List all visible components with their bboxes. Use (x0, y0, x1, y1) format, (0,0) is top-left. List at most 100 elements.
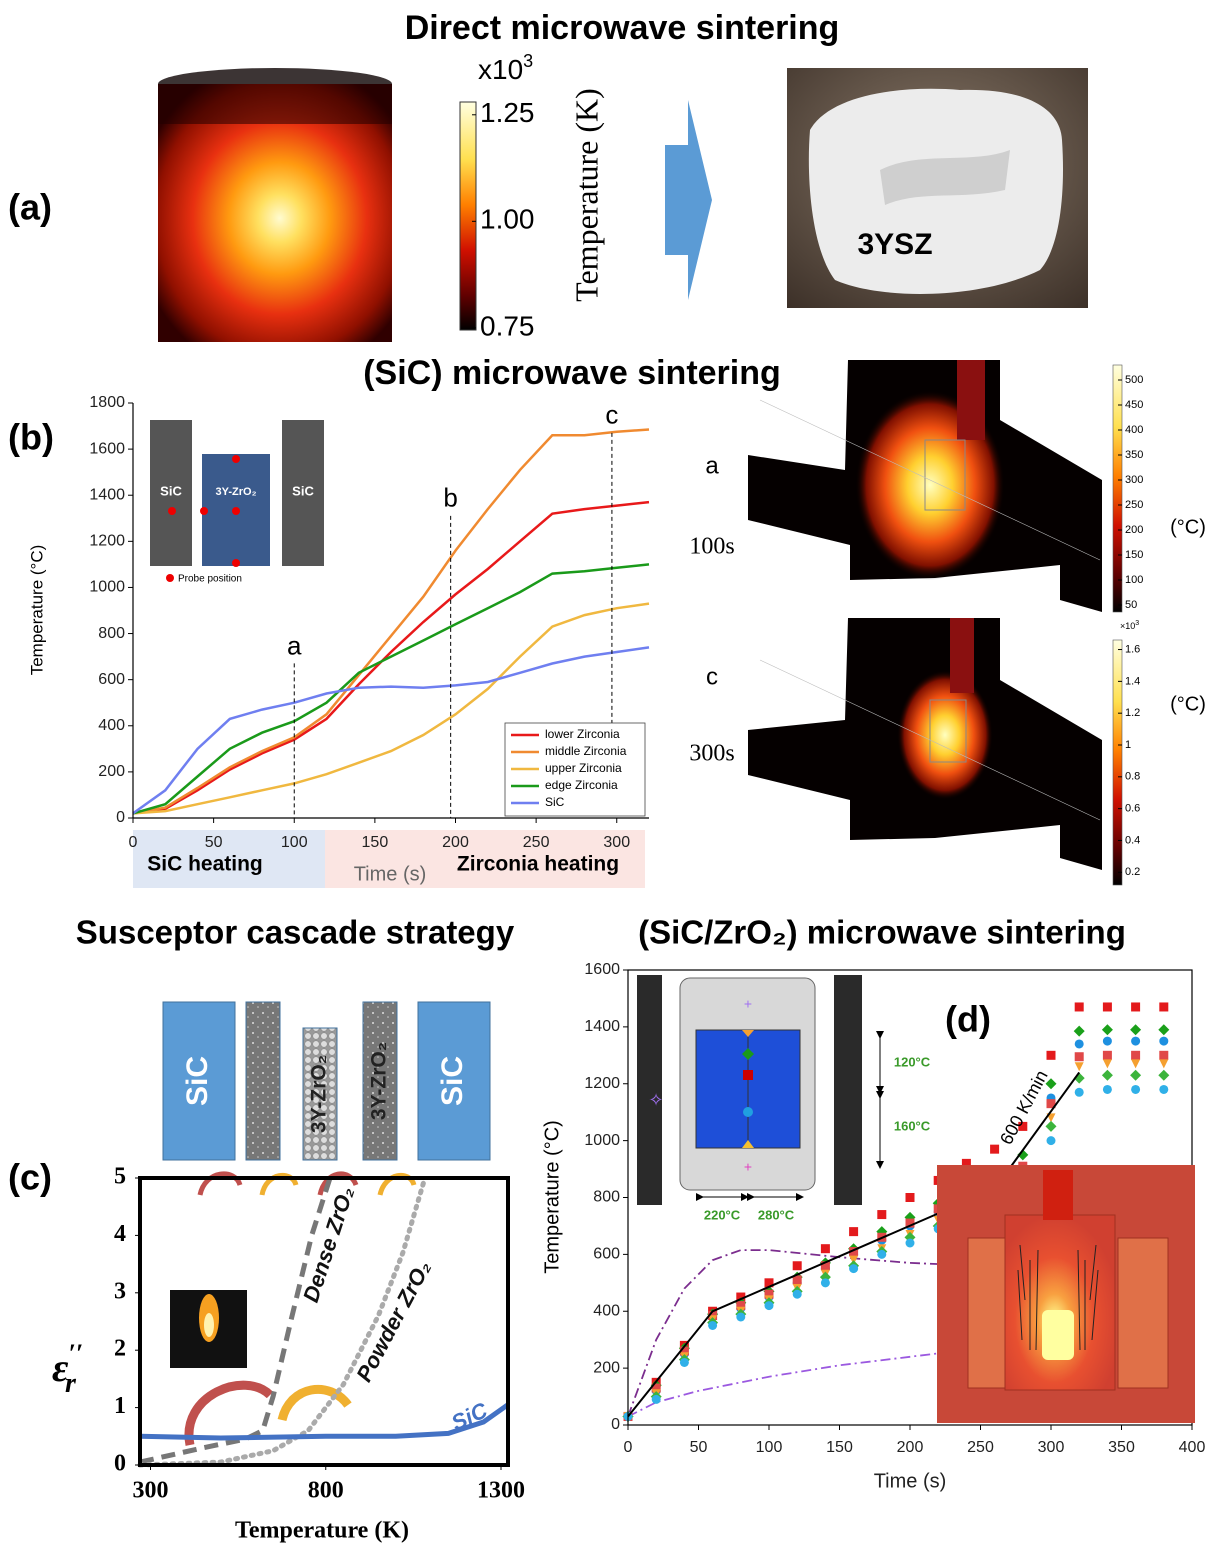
colorbar-tick-label: 1.2 (1125, 707, 1140, 719)
block-powder (302, 1027, 338, 1161)
marker (1046, 1136, 1056, 1146)
inset-sic (637, 975, 662, 1205)
series-line (627, 1071, 1081, 1418)
title: (SiC) microwave sintering (363, 354, 781, 392)
x-tick-label: 150 (826, 1439, 853, 1456)
y-axis-label: Temperature (°C) (541, 1120, 563, 1274)
probe-icon: + (744, 1159, 752, 1175)
inset-label: 3Y-ZrO₂ (216, 486, 257, 498)
phase-label: SiC heating (147, 853, 263, 876)
simulation-a (748, 360, 1102, 612)
marker (651, 1383, 661, 1393)
y-axis-label: Temperature (°C) (27, 545, 46, 676)
probe-icon: + (744, 996, 752, 1012)
title: Direct microwave sintering (405, 9, 840, 47)
title: (SiC/ZrO₂) microwave sintering (638, 914, 1126, 951)
title: Susceptor cascade strategy (76, 914, 515, 951)
y-tick-label: 0 (116, 809, 125, 826)
sim-time: 300s (689, 741, 734, 767)
sim-letter: a (705, 452, 719, 479)
panel-label: (b) (8, 417, 54, 458)
panel-label: (d) (945, 999, 991, 1040)
marker (1159, 1084, 1169, 1094)
marker (961, 1158, 971, 1168)
annotation-label: b (443, 483, 457, 513)
flow-arrows (1017, 1244, 1099, 1351)
probe-dot (232, 455, 240, 463)
annotation-label: c (605, 400, 618, 430)
inset-label: 220°C (704, 1207, 741, 1222)
x-tick-label: 100 (281, 834, 308, 851)
inset-label: SiC (292, 483, 314, 498)
sim-unit: (°C) (1170, 516, 1206, 538)
y-tick-label: 800 (98, 625, 125, 642)
multiplier: x10 (478, 54, 523, 85)
multiplier-exp: 3 (523, 51, 533, 71)
y-tick-label: 800 (593, 1189, 620, 1206)
x-tick-label: 150 (362, 834, 389, 851)
sample-shadow (880, 150, 1010, 205)
annotation-label: a (287, 630, 302, 660)
inset-sic (282, 420, 324, 566)
colorbar-multiplier: x103 (478, 51, 533, 86)
colorbar-tick-label: 0.75 (480, 310, 535, 341)
x-tick-label: 200 (442, 834, 469, 851)
sim-time: 100s (689, 534, 734, 560)
arrow (665, 100, 712, 300)
phase-label: Zirconia heating (457, 853, 619, 876)
marker (792, 1275, 802, 1285)
probe-dot (166, 574, 174, 582)
probe-icon (742, 1140, 754, 1148)
inset-label: SiC (160, 483, 182, 498)
marker (1131, 1059, 1141, 1069)
marker (679, 1346, 689, 1356)
probe-inset: SiC 3Y-ZrO₂ SiC Probe position (150, 420, 324, 585)
flow-simulation-inset (937, 1165, 1195, 1423)
y-axis-label: ε′′ r (52, 1339, 83, 1399)
probe-dot (200, 507, 208, 515)
marker (1159, 1002, 1169, 1012)
colorbar-tick-label: 50 (1125, 599, 1137, 611)
x-tick-label: 300 (603, 834, 630, 851)
x-axis-label: Time (s) (354, 863, 427, 885)
series-line (132, 646, 650, 815)
series-line (139, 1402, 510, 1441)
rate-label: 600 K/min (996, 1067, 1052, 1148)
x-tick-label: 300 (1038, 1439, 1065, 1456)
y-tick-label: 3 (114, 1278, 126, 1304)
marker (1102, 1059, 1112, 1069)
y-tick-label: 600 (98, 671, 125, 688)
marker (1130, 1069, 1142, 1081)
curved-arrow (184, 1380, 274, 1446)
colorbar-tick-label: 0.2 (1125, 866, 1140, 878)
marker (764, 1278, 774, 1288)
inset-label: 120°C (894, 1054, 931, 1069)
insets: + + ✧ 120°C 160°C 220°C 280°C 600 K/min … (637, 975, 1195, 1423)
y-tick-label: 600 (593, 1246, 620, 1263)
phase-band (133, 830, 325, 888)
y-tick-label: 1600 (584, 961, 620, 978)
marker (1018, 1121, 1028, 1131)
block-label: 3Y-ZrO₂ (368, 1042, 391, 1120)
y-tick-label: 1200 (89, 533, 125, 550)
colorbar-multiplier: ×103 (1120, 620, 1139, 632)
x-tick-label: 50 (205, 834, 223, 851)
marker (1102, 1084, 1112, 1094)
cascade-arrows (197, 1171, 417, 1196)
colorbar-tick-label: 1.4 (1125, 675, 1140, 687)
inset-sic (150, 420, 192, 566)
marker (1102, 1036, 1112, 1046)
colorbar-tick-label: 1.6 (1125, 643, 1140, 655)
legend-label: middle Zirconia (545, 744, 627, 758)
inset-label: Probe position (178, 574, 242, 585)
y-tick-label: 400 (593, 1302, 620, 1319)
series-line (132, 428, 650, 815)
y-tick-label: 1800 (89, 394, 125, 411)
schematic-inset: + + ✧ 120°C 160°C 220°C 280°C (637, 975, 931, 1222)
marker (820, 1261, 830, 1271)
series-line (137, 1175, 428, 1468)
marker (1074, 1002, 1084, 1012)
x-tick-label: 300 (133, 1478, 169, 1504)
block-sic (417, 1001, 491, 1161)
heat-map (158, 84, 392, 342)
